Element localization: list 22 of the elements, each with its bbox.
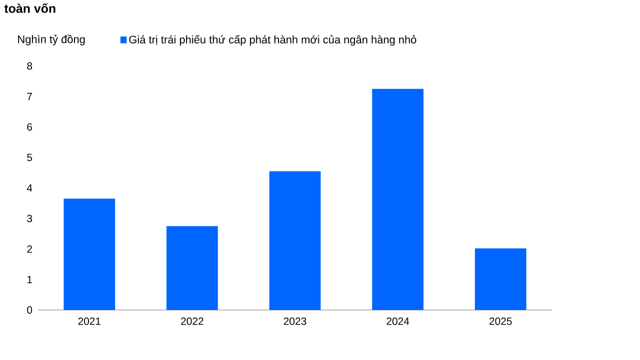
y-tick-label: 4 [26,184,32,192]
y-tick-label: 1 [27,276,32,284]
chart-title: toàn vốn [4,3,56,13]
y-tick-label: 0 [27,306,32,314]
bar [474,248,526,310]
x-tick-label: 2021 [78,318,101,325]
x-tick-label: 2024 [386,318,410,325]
legend-label: Giá trị trái phiếu thứ cấp phát hành mới của ngân hàng nhỏ [129,34,416,46]
bar [166,226,218,310]
y-axis-title: Nghìn tỷ đồng [18,34,85,46]
x-tick-label: 2023 [284,318,306,325]
y-tick-label: 5 [27,154,32,162]
x-tick-label: 2025 [489,318,512,325]
x-tick-label: 2022 [181,318,204,325]
y-tick-label: 6 [27,123,32,131]
bar [372,88,424,310]
bar [64,198,116,310]
y-tick-label: 2 [27,245,32,253]
bar [269,171,321,310]
y-tick-label: 8 [27,62,32,70]
y-tick-label: 3 [27,214,32,222]
y-tick-label: 7 [27,92,32,100]
